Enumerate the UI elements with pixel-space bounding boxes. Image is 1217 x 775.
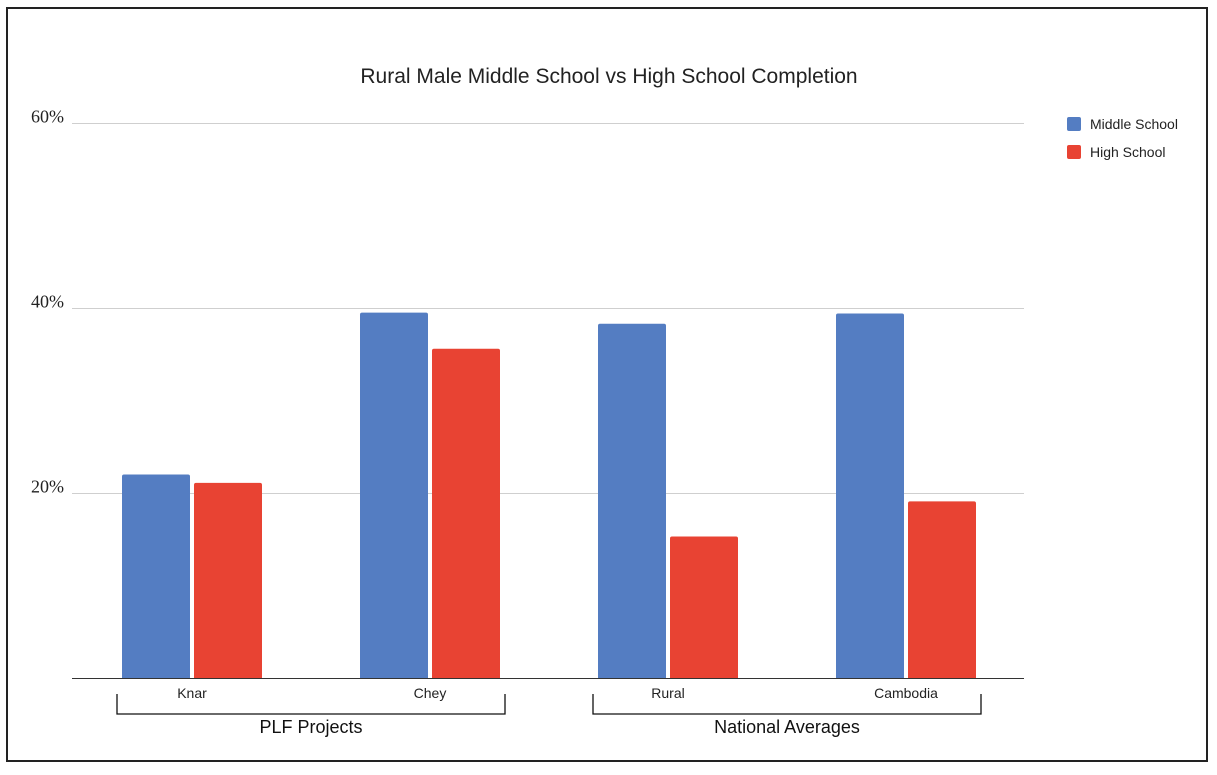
legend-swatch (1067, 117, 1081, 131)
bar-chey-high-school (432, 348, 500, 678)
bar-rural-high-school (670, 536, 738, 678)
bar-rural-middle-school (598, 323, 666, 678)
y-axis-ticks: 20% 40% 60% (31, 107, 64, 497)
bars (122, 312, 976, 678)
legend: Middle School High School (1067, 116, 1178, 160)
group-bracket (116, 694, 506, 715)
x-tick-label: Rural (651, 685, 684, 701)
y-tick-label: 40% (31, 292, 64, 312)
chart-title: Rural Male Middle School vs High School … (360, 65, 857, 88)
group-label: National Averages (714, 717, 860, 737)
legend-label: High School (1090, 144, 1166, 160)
bar-knar-middle-school (122, 474, 190, 678)
x-tick-label: Chey (414, 685, 447, 701)
group-label: PLF Projects (259, 717, 362, 737)
bar-cambodia-middle-school (836, 313, 904, 678)
x-tick-label: Knar (177, 685, 207, 701)
bar-chey-middle-school (360, 312, 428, 678)
bar-knar-high-school (194, 482, 262, 678)
x-tick-label: Cambodia (874, 685, 938, 701)
bar-cambodia-high-school (908, 501, 976, 678)
category-groups: PLF Projects National Averages (116, 694, 982, 737)
group-bracket (592, 694, 982, 715)
y-tick-label: 60% (31, 107, 64, 127)
y-tick-label: 20% (31, 477, 64, 497)
x-axis-ticks: Knar Chey Rural Cambodia (177, 685, 938, 701)
legend-swatch (1067, 145, 1081, 159)
legend-label: Middle School (1090, 116, 1178, 132)
